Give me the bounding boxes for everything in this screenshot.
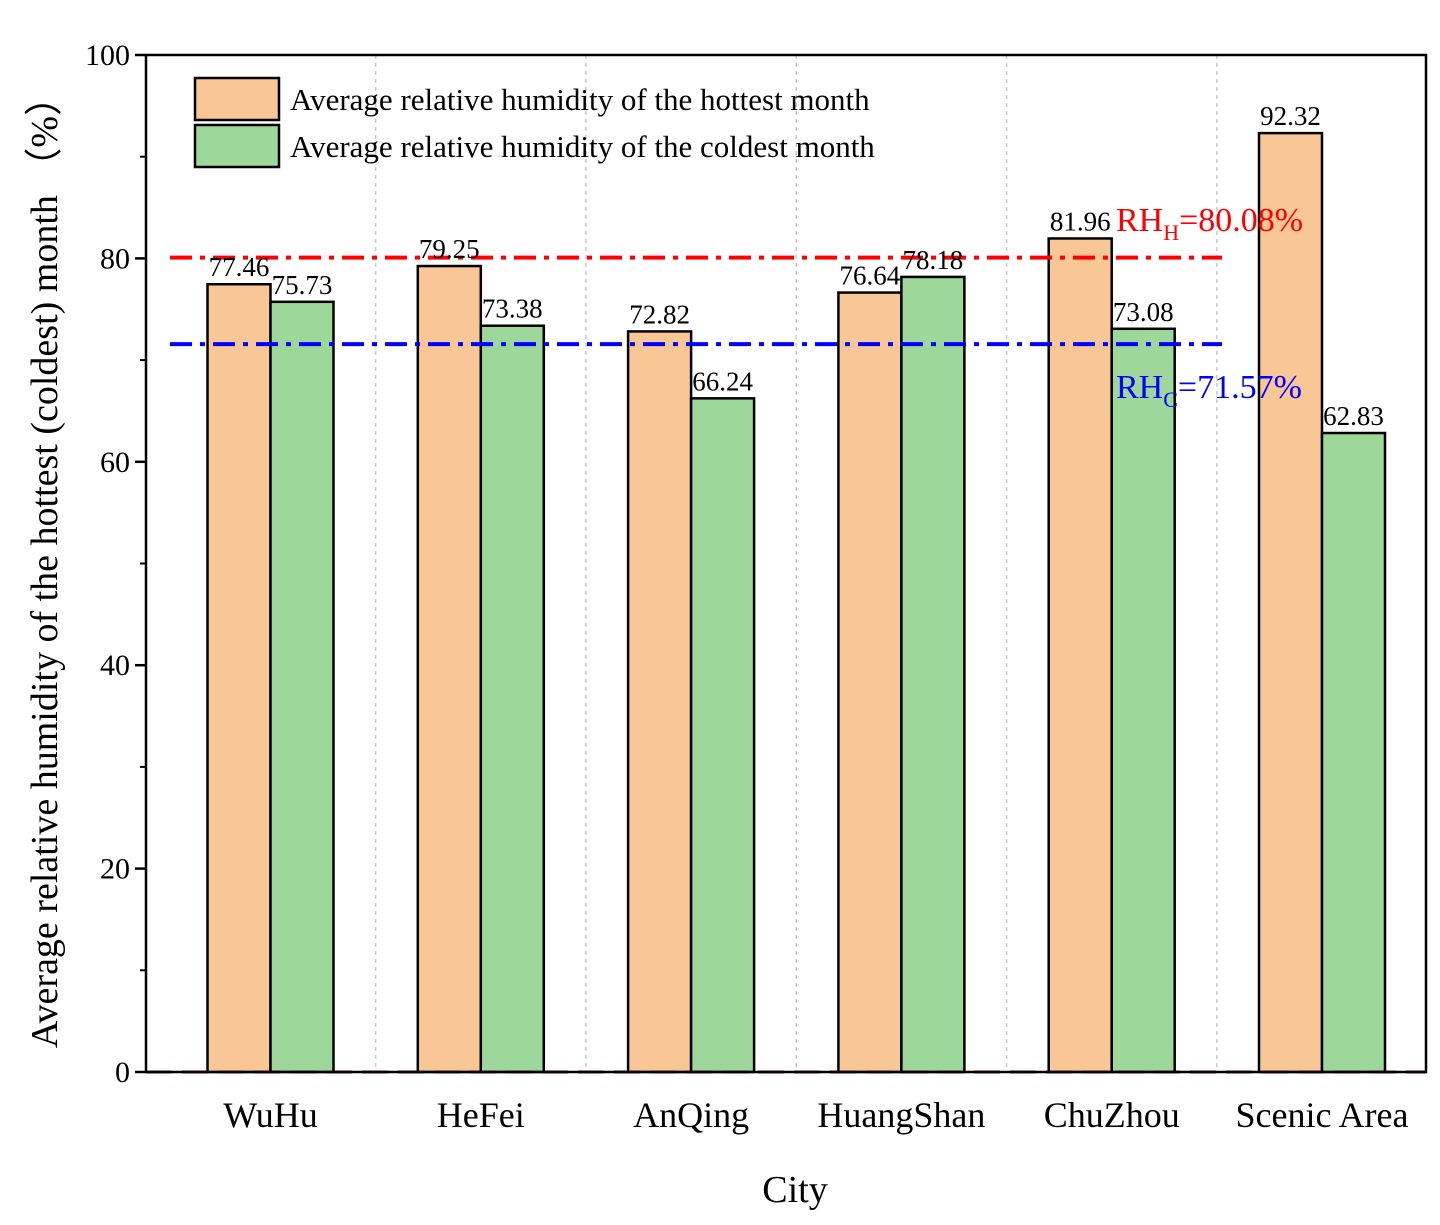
- x-tick-label: AnQing: [633, 1095, 749, 1135]
- bar-coldest-scenic-area: [1320, 431, 1387, 1074]
- legend-swatch: [193, 123, 281, 169]
- bar-hottest-hefei: [416, 264, 483, 1074]
- bar-hottest-wuhu: [206, 282, 272, 1074]
- reference-lines: RHH=80.08% RHC=71.57%: [170, 202, 1303, 412]
- x-tick-label: HuangShan: [817, 1095, 985, 1135]
- bar-hottest-scenic-area: [1257, 131, 1324, 1074]
- bars: [206, 131, 1387, 1074]
- data-label: 77.46: [209, 252, 270, 282]
- legend-label: Average relative humidity of the hottest…: [290, 82, 870, 117]
- data-label: 76.64: [840, 261, 901, 291]
- y-tick-label: 60: [100, 446, 130, 479]
- x-tick-label: ChuZhou: [1044, 1095, 1180, 1135]
- data-label: 75.73: [272, 270, 333, 300]
- data-label: 73.08: [1113, 297, 1174, 327]
- legend-label: Average relative humidity of the coldest…: [290, 129, 875, 164]
- bar-coldest-chuzhou: [1110, 327, 1176, 1074]
- y-axis-title: Average relative humidity of the hottest…: [24, 78, 66, 1048]
- y-tick-label: 40: [100, 649, 130, 682]
- reference-label-rh_h: RHH=80.08%: [1116, 202, 1303, 245]
- x-tick-label: Scenic Area: [1236, 1095, 1409, 1135]
- data-label: 81.96: [1050, 206, 1111, 236]
- x-tick-label: WuHu: [223, 1095, 318, 1135]
- y-tick-label: 20: [100, 853, 130, 886]
- data-label: 73.38: [482, 294, 543, 324]
- legend: Average relative humidity of the hottest…: [193, 76, 875, 169]
- bar-coldest-hefei: [479, 324, 546, 1074]
- data-label: 92.32: [1260, 101, 1321, 131]
- bar-hottest-chuzhou: [1047, 237, 1113, 1074]
- x-axis-title: City: [762, 1169, 827, 1211]
- data-label: 66.24: [692, 366, 753, 396]
- x-tick-label: HeFei: [437, 1095, 525, 1135]
- axes: 0 20 40 60 80 100 WuHu HeFei AnQing HuangShan ChuZ…: [85, 39, 1408, 1135]
- bar-coldest-anqing: [689, 397, 756, 1074]
- y-tick-label: 0: [115, 1056, 130, 1089]
- data-label: 78.18: [903, 245, 964, 275]
- y-tick-label: 80: [100, 242, 130, 275]
- legend-swatch: [193, 76, 281, 122]
- y-tick-label: 100: [85, 39, 130, 72]
- bar-hottest-huangshan: [837, 291, 903, 1074]
- reference-label-rh_c: RHC=71.57%: [1116, 369, 1302, 412]
- category-separators: [374, 55, 1218, 1072]
- data-label: 72.82: [629, 299, 690, 329]
- data-label: 62.83: [1323, 401, 1384, 431]
- bar-coldest-huangshan: [900, 275, 966, 1074]
- data-label: 79.25: [419, 234, 480, 264]
- bar-hottest-anqing: [626, 330, 693, 1074]
- bar-coldest-wuhu: [269, 300, 335, 1074]
